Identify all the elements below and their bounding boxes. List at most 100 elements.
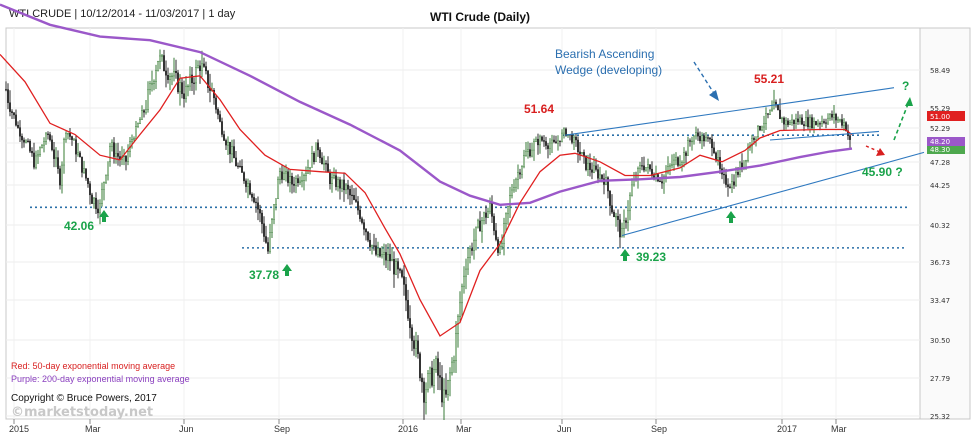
price-bar-body bbox=[709, 137, 712, 140]
price-bar-body bbox=[733, 181, 736, 186]
price-bar-body bbox=[471, 248, 474, 251]
price-bar-body bbox=[541, 136, 544, 141]
price-bar-body bbox=[206, 70, 209, 89]
price-bar-body bbox=[313, 153, 316, 162]
price-bar-body bbox=[465, 268, 468, 277]
price-bar-body bbox=[317, 142, 320, 151]
label-51-64: 51.64 bbox=[524, 102, 554, 116]
price-bar-body bbox=[265, 236, 268, 243]
price-bar-body bbox=[347, 184, 350, 190]
price-bar-body bbox=[593, 165, 596, 173]
price-bar-body bbox=[767, 113, 770, 115]
price-bar-body bbox=[90, 194, 93, 204]
price-bar-body bbox=[495, 230, 498, 240]
price-bar-body bbox=[14, 114, 17, 126]
price-bar-body bbox=[106, 161, 109, 176]
price-bar-body bbox=[220, 121, 223, 135]
price-bar-body bbox=[819, 123, 822, 125]
price-bar-body bbox=[291, 176, 294, 185]
price-bar-body bbox=[425, 389, 428, 403]
price-bar-body bbox=[57, 157, 60, 169]
price-bar-body bbox=[831, 113, 834, 118]
price-bar-body bbox=[549, 142, 552, 149]
price-bar-body bbox=[533, 141, 536, 151]
price-bar-body bbox=[435, 358, 438, 370]
price-bar-body bbox=[395, 261, 398, 275]
price-bar-body bbox=[112, 142, 115, 157]
price-bar-body bbox=[25, 140, 28, 143]
current-price-tag: 51.00 bbox=[927, 111, 965, 121]
price-bar-body bbox=[244, 180, 247, 187]
price-bar-body bbox=[661, 181, 664, 184]
price-bar-body bbox=[417, 340, 420, 354]
x-tick-label: Jun bbox=[179, 424, 194, 434]
price-bar-body bbox=[837, 119, 840, 121]
price-bar-body bbox=[483, 212, 486, 221]
price-bar-body bbox=[146, 89, 149, 110]
ema50-line bbox=[0, 53, 853, 337]
price-bar-body bbox=[571, 134, 574, 143]
price-bar-body bbox=[202, 63, 205, 67]
price-bar-body bbox=[725, 174, 728, 185]
price-bar-body bbox=[443, 389, 446, 403]
price-bar-body bbox=[248, 183, 251, 195]
price-bar-body bbox=[226, 141, 229, 146]
legend-ema50: Red: 50-day exponential moving average bbox=[11, 361, 175, 371]
price-bar-body bbox=[589, 162, 592, 170]
price-bar-body bbox=[68, 133, 71, 137]
price-bar-body bbox=[441, 377, 444, 403]
x-tick-label: 2015 bbox=[9, 424, 29, 434]
price-bar-body bbox=[691, 140, 694, 143]
price-bar-body bbox=[341, 179, 344, 189]
x-tick-label: Mar bbox=[85, 424, 101, 434]
price-bar-body bbox=[753, 138, 756, 140]
price-bar-body bbox=[61, 164, 64, 186]
price-bar-body bbox=[421, 377, 424, 383]
price-bar-body bbox=[309, 167, 312, 169]
price-bar-body bbox=[148, 83, 151, 91]
x-tick-label: Sep bbox=[651, 424, 667, 434]
price-bar-body bbox=[793, 119, 796, 125]
price-bar-body bbox=[803, 124, 806, 127]
price-bar-body bbox=[637, 168, 640, 180]
price-bar-body bbox=[234, 157, 237, 167]
price-bar-body bbox=[333, 175, 336, 178]
price-bar-body bbox=[23, 139, 26, 143]
price-bar-body bbox=[198, 65, 201, 71]
price-bar-body bbox=[411, 327, 414, 341]
price-bar-body bbox=[363, 222, 366, 230]
y-tick-label: 52.29 bbox=[930, 125, 950, 133]
price-bar-body bbox=[581, 152, 584, 155]
price-bar-body bbox=[27, 140, 30, 143]
price-bar-body bbox=[629, 194, 632, 212]
price-bar-body bbox=[523, 155, 526, 167]
price-bar-body bbox=[493, 216, 496, 231]
price-bar-body bbox=[325, 163, 328, 165]
price-bar-body bbox=[663, 175, 666, 184]
chart-header: WTI CRUDE | 10/12/2014 - 11/03/2017 | 1 … bbox=[9, 8, 236, 20]
price-bar-body bbox=[557, 140, 560, 144]
price-bar-body bbox=[449, 372, 452, 381]
price-bar-body bbox=[817, 123, 820, 126]
price-bar-body bbox=[138, 119, 141, 125]
price-bar-body bbox=[505, 213, 508, 224]
price-bar-body bbox=[271, 219, 274, 233]
price-bar-body bbox=[389, 254, 392, 262]
price-bar-body bbox=[53, 149, 56, 159]
price-bar-body bbox=[491, 203, 494, 217]
price-bar-body bbox=[254, 201, 257, 203]
price-bar-body bbox=[257, 202, 260, 210]
ema50-value-tag: 48.30 bbox=[927, 146, 965, 154]
label-42-06: 42.06 bbox=[64, 219, 94, 233]
price-bar-body bbox=[74, 139, 77, 155]
price-bar-body bbox=[577, 139, 580, 153]
price-bar-body bbox=[403, 276, 406, 285]
price-bar-body bbox=[110, 142, 113, 147]
price-bar-body bbox=[407, 300, 410, 319]
price-bar-body bbox=[96, 208, 99, 214]
up-arrow-icon bbox=[99, 210, 109, 222]
price-bar-body bbox=[405, 284, 408, 301]
price-bar-body bbox=[699, 135, 702, 142]
price-bar-body bbox=[765, 113, 768, 124]
price-bar-body bbox=[537, 138, 540, 146]
